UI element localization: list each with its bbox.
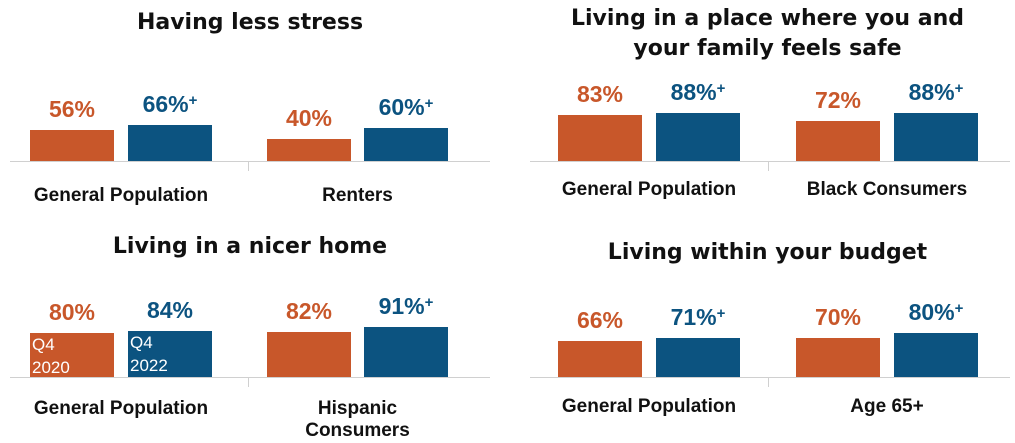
- panel-title: Living within your budget: [607, 240, 928, 265]
- category-label: General Population: [561, 396, 737, 417]
- bar-q4-2022: [364, 128, 448, 161]
- bar-q4-2020: [267, 139, 351, 161]
- data-label: 88%+: [908, 79, 964, 105]
- panel-nicer-home: Living in a nicer home: [0, 225, 500, 443]
- category-label: General Population: [33, 398, 209, 419]
- x-axis-line: [10, 161, 490, 162]
- data-label: 56%: [48, 96, 96, 122]
- data-label: 70%: [814, 304, 862, 330]
- category-label: Hispanic: [317, 398, 398, 419]
- data-label: 71%+: [670, 304, 726, 330]
- bar-q4-2020: [267, 332, 351, 377]
- bar-q4-2020: [30, 333, 114, 377]
- data-label: 66%+: [142, 91, 198, 117]
- series-label-line-2: 2022: [130, 356, 168, 375]
- series-label-line-2: 2020: [32, 358, 70, 377]
- bar-q4-2022: [128, 331, 212, 377]
- category-label: Age 65+: [850, 396, 924, 417]
- significance-marker: +: [716, 80, 726, 97]
- bar-q4-2020: [558, 341, 642, 377]
- panel-safe-place: Living in a place where you and your fam…: [520, 0, 1015, 220]
- category-label: Renters: [322, 185, 393, 206]
- bar-q4-2020: [30, 130, 114, 161]
- data-label: 72%: [814, 87, 862, 113]
- panel-title-line-2: your family feels safe: [633, 36, 902, 61]
- panel-title: Having less stress: [136, 10, 364, 35]
- bar-q4-2020: [796, 338, 880, 377]
- panel-within-budget: Living within your budget: [520, 225, 1015, 443]
- data-label: 82%: [285, 298, 333, 324]
- series-label-line-1: Q4: [32, 335, 55, 354]
- data-label: 84%: [146, 297, 194, 323]
- series-label-line-1: Q4: [130, 333, 153, 352]
- significance-marker: +: [716, 305, 726, 322]
- bar-q4-2022: [894, 333, 978, 377]
- significance-marker: +: [424, 294, 434, 311]
- bar-q4-2022: [656, 338, 740, 377]
- panel-title-line-1: Living in a place where you and: [570, 6, 964, 31]
- data-label: 60%+: [378, 94, 434, 120]
- significance-marker: +: [188, 92, 198, 109]
- bar-q4-2020: [558, 115, 642, 161]
- x-axis-tick: [248, 162, 249, 171]
- category-label: Consumers: [305, 420, 410, 441]
- x-axis-tick: [768, 162, 769, 171]
- bar-q4-2022: [364, 327, 448, 377]
- category-label: General Population: [33, 185, 209, 206]
- bar-q4-2022: [894, 113, 978, 161]
- significance-marker: +: [954, 80, 964, 97]
- category-label: General Population: [561, 179, 737, 200]
- data-label: 40%: [285, 105, 333, 131]
- bar-q4-2022: [656, 113, 740, 161]
- bar-q4-2022: [128, 125, 212, 161]
- panel-title: Living in a nicer home: [112, 234, 388, 259]
- bar-q4-2020: [796, 121, 880, 161]
- data-label: 80%: [48, 299, 96, 325]
- x-axis-line: [530, 161, 1010, 162]
- data-label: 66%: [576, 307, 624, 333]
- significance-marker: +: [954, 300, 964, 317]
- x-axis-line: [10, 377, 490, 378]
- data-label: 83%: [576, 81, 624, 107]
- x-axis-line: [530, 377, 1010, 378]
- data-label: 88%+: [670, 79, 726, 105]
- x-axis-tick: [248, 378, 249, 387]
- category-label: Black Consumers: [806, 179, 968, 200]
- significance-marker: +: [424, 95, 434, 112]
- data-label: 80%+: [908, 299, 964, 325]
- x-axis-tick: [768, 378, 769, 387]
- data-label: 91%+: [378, 293, 434, 319]
- panel-less-stress: Having less stress: [0, 0, 500, 220]
